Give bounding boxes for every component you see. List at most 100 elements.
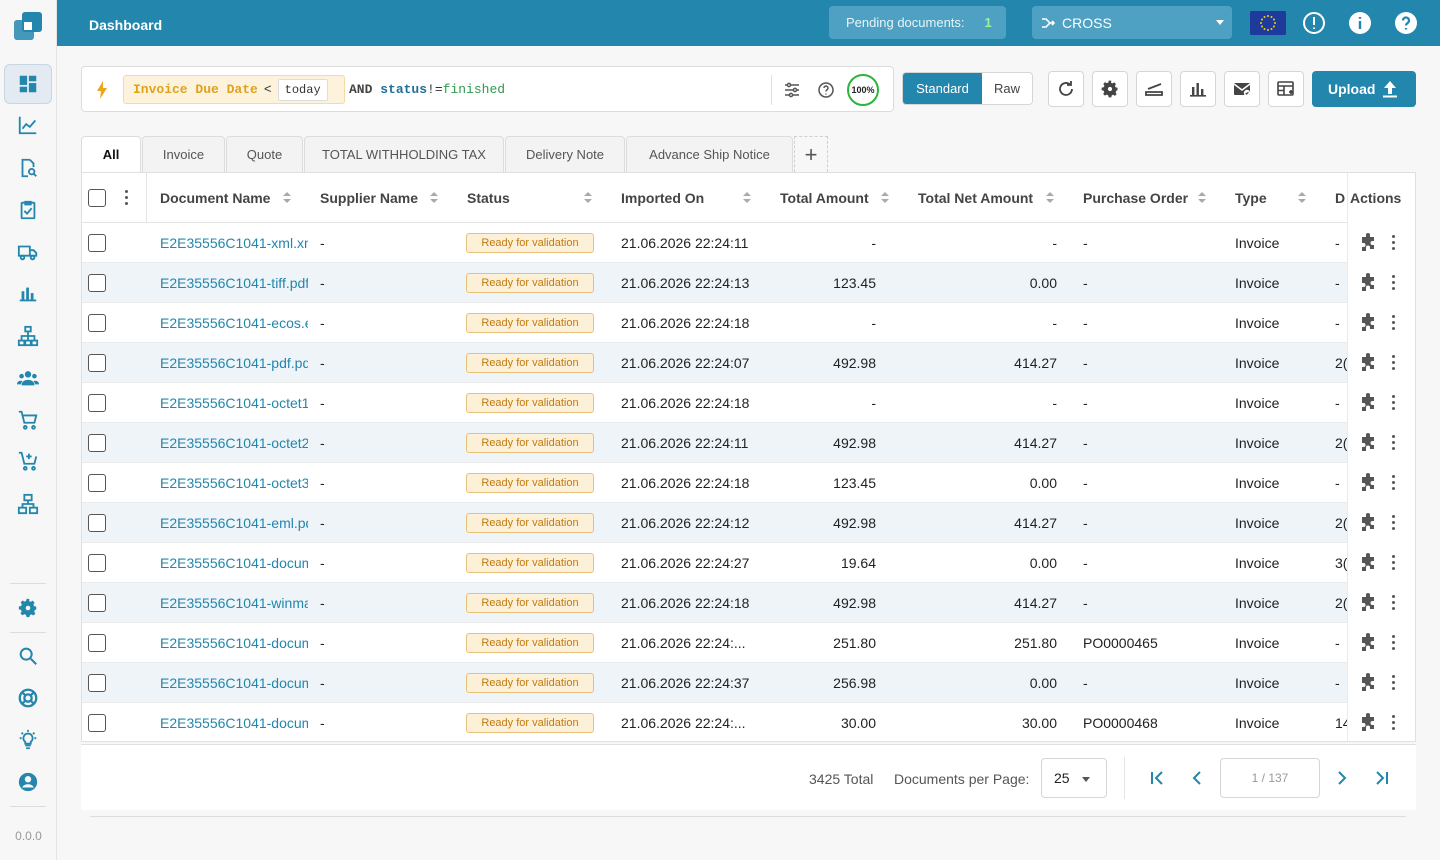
sidebar-item-tasks[interactable] xyxy=(4,190,52,230)
col-total-amount[interactable]: Total Amount xyxy=(780,190,869,206)
sidebar-item-profile[interactable] xyxy=(4,762,52,802)
sidebar-item-hierarchy[interactable] xyxy=(4,316,52,356)
puzzle-icon[interactable] xyxy=(1358,353,1378,373)
sidebar-item-analytics[interactable] xyxy=(4,105,52,145)
mail-button[interactable] xyxy=(1224,71,1260,107)
col-type[interactable]: Type xyxy=(1235,190,1267,206)
query-text[interactable]: AND status!=finished xyxy=(349,82,505,97)
document-name-link[interactable]: E2E35556C1041-docum2 xyxy=(160,635,308,651)
sidebar-item-reports[interactable] xyxy=(4,274,52,314)
table-row[interactable]: E2E35556C1041-octet1- Ready for validatio… xyxy=(82,383,1415,423)
sort-icon[interactable] xyxy=(743,192,751,204)
row-menu-icon[interactable] xyxy=(1392,595,1396,611)
sort-icon[interactable] xyxy=(1046,192,1054,204)
refresh-button[interactable] xyxy=(1048,71,1084,107)
puzzle-icon[interactable] xyxy=(1358,553,1378,573)
sidebar-item-ideas[interactable] xyxy=(4,720,52,760)
puzzle-icon[interactable] xyxy=(1358,273,1378,293)
row-checkbox[interactable] xyxy=(88,634,106,652)
puzzle-icon[interactable] xyxy=(1358,593,1378,613)
next-page-icon[interactable] xyxy=(1332,768,1352,788)
sort-icon[interactable] xyxy=(1198,192,1206,204)
row-checkbox[interactable] xyxy=(88,314,106,332)
puzzle-icon[interactable] xyxy=(1358,473,1378,493)
col-document-name[interactable]: Document Name xyxy=(160,190,271,206)
col-d[interactable]: D xyxy=(1335,190,1346,206)
sidebar-item-network[interactable] xyxy=(4,484,52,524)
puzzle-icon[interactable] xyxy=(1358,633,1378,653)
document-name-link[interactable]: E2E35556C1041-ecos.ecos xyxy=(160,315,308,331)
add-tab-button[interactable]: + xyxy=(794,136,828,172)
table-row[interactable]: E2E35556C1041-octet2- Ready for validatio… xyxy=(82,423,1415,463)
document-name-link[interactable]: E2E35556C1041-octet1 xyxy=(160,395,308,411)
row-menu-icon[interactable] xyxy=(1392,675,1396,691)
puzzle-icon[interactable] xyxy=(1358,433,1378,453)
row-menu-icon[interactable] xyxy=(1392,475,1396,491)
row-checkbox[interactable] xyxy=(88,434,106,452)
per-page-select[interactable]: 25 xyxy=(1041,758,1107,798)
sliders-icon[interactable] xyxy=(782,80,802,100)
pending-documents-button[interactable]: Pending documents: 1 xyxy=(829,6,1006,39)
row-checkbox[interactable] xyxy=(88,674,106,692)
document-name-link[interactable]: E2E35556C1041-octet3 xyxy=(160,475,308,491)
puzzle-icon[interactable] xyxy=(1358,313,1378,333)
row-menu-icon[interactable] xyxy=(1392,355,1396,371)
tab-quote[interactable]: Quote xyxy=(226,136,303,172)
document-name-link[interactable]: E2E35556C1041-winmail xyxy=(160,595,308,611)
table-row[interactable]: E2E35556C1041-xml.xml - Ready for validati… xyxy=(82,223,1415,263)
puzzle-icon[interactable] xyxy=(1358,233,1378,253)
query-chip[interactable]: Invoice Due Date < today xyxy=(123,75,345,104)
row-menu-icon[interactable] xyxy=(1392,275,1396,291)
row-checkbox[interactable] xyxy=(88,354,106,372)
upload-button[interactable]: Upload xyxy=(1312,71,1416,107)
table-row[interactable]: E2E35556C1041-docum3- Ready for validatio… xyxy=(82,663,1415,703)
statistics-button[interactable] xyxy=(1180,71,1216,107)
col-supplier-name[interactable]: Supplier Name xyxy=(320,190,419,206)
first-page-icon[interactable] xyxy=(1147,768,1167,788)
eu-flag-icon[interactable] xyxy=(1250,11,1286,35)
col-total-net-amount[interactable]: Total Net Amount xyxy=(918,190,1034,206)
row-checkbox[interactable] xyxy=(88,474,106,492)
col-purchase-order[interactable]: Purchase Order xyxy=(1083,190,1189,206)
sidebar-item-cart[interactable] xyxy=(4,400,52,440)
table-row[interactable]: E2E35556C1041-octet3- Ready for validatio… xyxy=(82,463,1415,503)
raw-view-button[interactable]: Raw xyxy=(993,81,1020,96)
settings-button[interactable] xyxy=(1092,71,1128,107)
sidebar-item-search[interactable] xyxy=(4,636,52,676)
standard-view-button[interactable]: Standard xyxy=(903,73,982,104)
row-menu-icon[interactable] xyxy=(1392,555,1396,571)
row-menu-icon[interactable] xyxy=(1392,515,1396,531)
help-circle-icon[interactable] xyxy=(816,80,836,100)
alert-icon[interactable] xyxy=(1302,11,1326,35)
sidebar-item-users[interactable] xyxy=(4,358,52,398)
column-menu-icon[interactable] xyxy=(125,190,129,206)
row-menu-icon[interactable] xyxy=(1392,715,1396,731)
document-name-link[interactable]: E2E35556C1041-tiff.pdf xyxy=(160,275,308,291)
table-layout-button[interactable] xyxy=(1268,71,1304,107)
last-page-icon[interactable] xyxy=(1372,768,1392,788)
row-checkbox[interactable] xyxy=(88,394,106,412)
row-menu-icon[interactable] xyxy=(1392,635,1396,651)
tab-invoice[interactable]: Invoice xyxy=(142,136,225,172)
sidebar-item-support[interactable] xyxy=(4,678,52,718)
table-row[interactable]: E2E35556C1041-winmail - Ready for validati… xyxy=(82,583,1415,623)
row-menu-icon[interactable] xyxy=(1392,435,1396,451)
sort-icon[interactable] xyxy=(283,192,291,204)
table-row[interactable]: E2E35556C1041-pdf.pdf - Ready for validati… xyxy=(82,343,1415,383)
row-checkbox[interactable] xyxy=(88,554,106,572)
sort-icon[interactable] xyxy=(584,192,592,204)
sidebar-item-settings[interactable] xyxy=(4,588,52,628)
col-status[interactable]: Status xyxy=(467,190,510,206)
sidebar-item-delivery[interactable] xyxy=(4,232,52,272)
help-icon[interactable] xyxy=(1394,11,1418,35)
puzzle-icon[interactable] xyxy=(1358,713,1378,733)
puzzle-icon[interactable] xyxy=(1358,513,1378,533)
sort-icon[interactable] xyxy=(430,192,438,204)
tab-delivery-note[interactable]: Delivery Note xyxy=(505,136,625,172)
document-name-link[interactable]: E2E35556C1041-xml.xml xyxy=(160,235,308,251)
table-row[interactable]: E2E35556C1041-ecos.ecos-Ready for valida… xyxy=(82,303,1415,343)
row-checkbox[interactable] xyxy=(88,714,106,732)
sidebar-item-document-search[interactable] xyxy=(4,148,52,188)
row-menu-icon[interactable] xyxy=(1392,315,1396,331)
page-input[interactable]: 1 / 137 xyxy=(1220,758,1320,798)
